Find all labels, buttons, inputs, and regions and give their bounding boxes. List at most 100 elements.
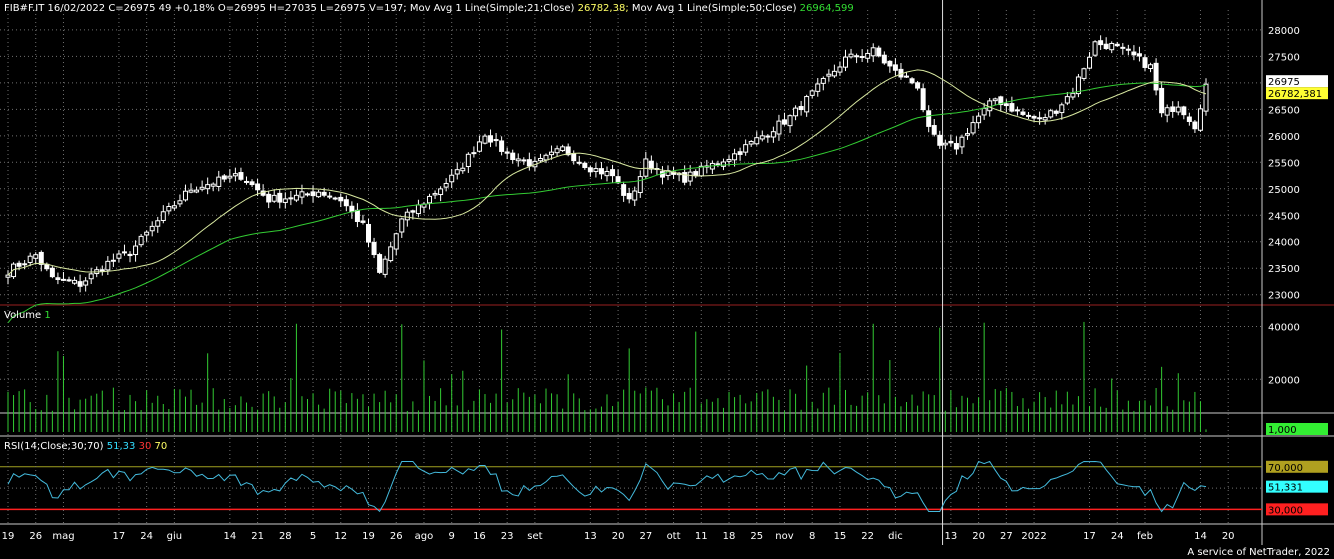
candle-body <box>438 188 444 196</box>
candle-body <box>88 273 94 280</box>
ma21-line <box>7 69 1207 276</box>
volume-value: 1 <box>44 310 51 321</box>
candle-body <box>770 131 776 138</box>
rsi-value: 51,33 <box>106 441 136 452</box>
time-tick-label: 15 <box>834 531 847 542</box>
candle-body <box>205 184 211 190</box>
ma50-value: 26964,599 <box>799 3 854 14</box>
candle-body <box>177 200 183 205</box>
candle-body <box>809 90 815 96</box>
candle-body <box>909 78 915 84</box>
candle-body <box>22 263 28 266</box>
time-tick-label: 20 <box>972 531 985 542</box>
time-tick-label: dic <box>888 531 903 542</box>
candle-body <box>305 193 310 196</box>
candle-body <box>321 191 327 196</box>
candle-body <box>953 143 959 150</box>
candle-body <box>848 53 854 58</box>
candle-body <box>27 255 33 263</box>
candle-body <box>49 267 55 278</box>
candle-body <box>915 82 921 89</box>
rsi-lower-badge: 30,000 <box>1268 505 1303 516</box>
candle-body <box>981 107 987 116</box>
candle-body <box>5 274 11 278</box>
candle-body <box>393 233 399 250</box>
candle-body <box>737 151 743 155</box>
candle-body <box>787 115 793 127</box>
candle-body <box>920 88 926 111</box>
price-header: FIB#F.IT 16/02/2022 C=26975 49 +0,18% O=… <box>4 3 854 14</box>
candle-body <box>687 171 693 182</box>
volume-badge-bg <box>1266 423 1328 435</box>
ma50-line <box>7 82 1207 324</box>
rsi-upper-badge: 70,000 <box>1268 463 1303 474</box>
candle-body <box>232 173 238 177</box>
candle-body <box>965 133 971 136</box>
time-tick-label: 27 <box>1000 531 1013 542</box>
moving-averages <box>7 69 1207 324</box>
candle-body <box>133 245 139 256</box>
candle-body <box>859 55 865 58</box>
time-tick-label: 13 <box>584 531 597 542</box>
price-tick-label: 23500 <box>1268 264 1300 275</box>
candle-body <box>1153 62 1159 91</box>
candle-body <box>243 180 249 183</box>
time-tick-label: 26 <box>29 531 42 542</box>
candle-body <box>1092 41 1098 56</box>
ma21-value: 26782,38; <box>577 3 629 14</box>
candle-body <box>77 281 83 287</box>
candle-body <box>1181 106 1187 116</box>
ma-value-badge-bg <box>1266 87 1328 100</box>
last-price-badge: 26975 <box>1268 77 1300 88</box>
candle-body <box>1014 109 1020 112</box>
time-tick-label: giu <box>167 531 182 542</box>
candle-body <box>1203 83 1209 112</box>
candle-body <box>443 183 449 188</box>
candle-body <box>377 254 383 273</box>
candle-body <box>582 162 588 168</box>
candle-body <box>1148 64 1154 70</box>
candle-body <box>1087 56 1093 69</box>
candle-body <box>720 161 726 167</box>
candle-body <box>593 168 599 172</box>
candle-body <box>781 119 787 125</box>
candle-body <box>476 141 482 152</box>
candle-body <box>155 220 161 227</box>
time-tick-label: 11 <box>695 531 708 542</box>
last-price-badge-bg <box>1266 75 1328 88</box>
candle-body <box>471 152 477 155</box>
candle-body <box>338 196 344 202</box>
candle-body <box>1053 110 1059 114</box>
candle-body <box>842 56 848 68</box>
candle-body <box>293 194 299 201</box>
candle-body <box>354 209 360 222</box>
candle-body <box>1026 114 1032 117</box>
rsi-lower-badge-bg <box>1266 503 1328 516</box>
ma50-label: Mov Avg 1 Line(Simple;50;Close) <box>631 3 797 14</box>
time-tick-label: 17 <box>1083 531 1096 542</box>
candle-body <box>343 199 349 207</box>
candle-body <box>1192 121 1198 130</box>
candle-body <box>682 172 688 183</box>
rsi-upper: 70 <box>154 441 168 452</box>
candle-body <box>238 172 244 180</box>
candle-body <box>571 153 577 162</box>
candle-body <box>754 137 760 145</box>
candle-body <box>299 191 305 198</box>
candle-body <box>560 146 566 152</box>
time-tick-label: 19 <box>362 531 375 542</box>
candle-body <box>66 279 72 282</box>
candle-body <box>38 251 44 265</box>
time-tick-label: ago <box>415 531 434 542</box>
time-tick-label: 23 <box>501 531 514 542</box>
candle-body <box>255 183 261 191</box>
candle-body <box>1159 87 1165 114</box>
candle-body <box>1009 103 1015 112</box>
credit-text: A service of NetTrader, 2022 <box>1187 547 1330 558</box>
time-tick-label: 14 <box>1194 531 1207 542</box>
rsi-header: RSI(14;Close;30;70) 51,33 30 70 <box>4 441 167 452</box>
rsi-line <box>7 460 1207 513</box>
price-tick-label: 26500 <box>1268 105 1300 116</box>
candle-body <box>831 70 837 77</box>
